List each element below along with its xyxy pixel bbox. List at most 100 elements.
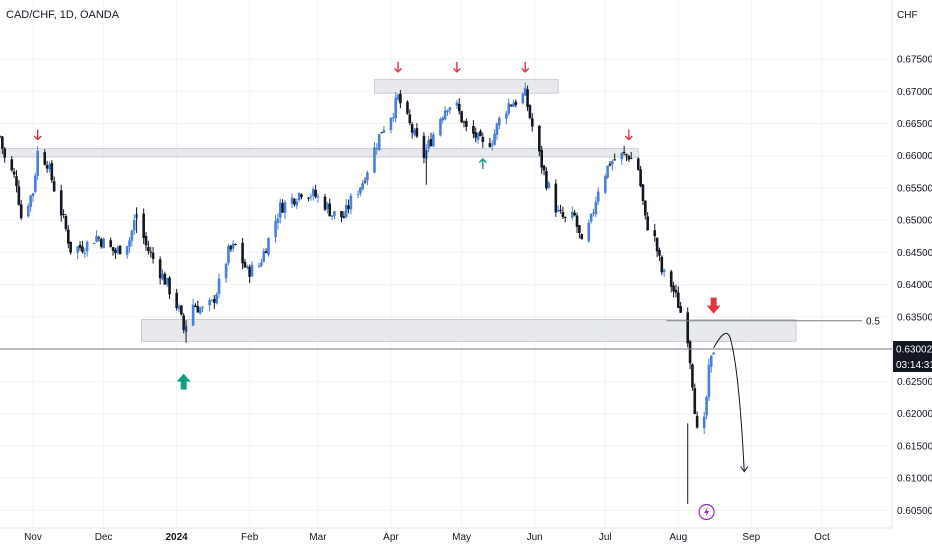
y-tick-label: 0.65500: [897, 183, 932, 194]
candle-body: [34, 175, 37, 192]
candle-body: [83, 252, 87, 254]
candle-body: [333, 211, 336, 216]
candle-body: [455, 102, 459, 106]
candle-body: [45, 165, 49, 169]
resistance-arrow-icon: [452, 61, 461, 73]
candle-body: [705, 396, 708, 416]
x-tick-label: Jul: [599, 532, 612, 543]
candle-body: [210, 299, 214, 301]
candle-body: [606, 165, 609, 178]
x-axis[interactable]: Nov Dec 2024 Feb Mar Apr May Jun Jul Aug Sep Oct: [24, 532, 830, 543]
candle-body: [625, 154, 628, 156]
candle-body: [540, 149, 543, 168]
candle-body: [622, 151, 626, 154]
candle-body: [85, 241, 89, 252]
candle-body: [344, 204, 348, 217]
candle-body: [19, 204, 23, 219]
candle-body: [620, 152, 624, 160]
candle-body: [3, 148, 7, 158]
candle-body: [229, 245, 233, 250]
candle-body: [62, 214, 65, 216]
candle-body: [125, 246, 129, 255]
candle-body: [116, 247, 120, 253]
candle-body: [596, 191, 600, 202]
resistance-arrow-icon: [624, 129, 633, 141]
candle-body: [693, 388, 697, 415]
candle-body: [81, 246, 84, 252]
candle-body: [415, 128, 419, 137]
candle-body: [422, 135, 426, 158]
y-tick-label: 0.67000: [897, 87, 932, 98]
candle-body: [64, 215, 68, 230]
candle-body: [264, 251, 268, 254]
candle-body: [443, 110, 447, 120]
candle-body: [213, 298, 216, 303]
resistance-arrow-icon: [521, 61, 530, 73]
projection-curve: [713, 332, 745, 472]
candle-body: [128, 240, 131, 247]
candle-body: [479, 130, 482, 137]
candle-body: [234, 243, 237, 245]
candle-body: [448, 107, 452, 111]
x-tick-label: 2024: [166, 532, 189, 543]
candle-body: [130, 230, 134, 241]
candle-body: [182, 315, 186, 331]
candle-body: [278, 202, 282, 218]
candle-body: [340, 211, 343, 218]
candle-body: [114, 249, 117, 254]
candle-body: [408, 114, 412, 124]
candle-body: [347, 205, 350, 210]
candle-body: [429, 139, 433, 147]
support-arrow-icon: [176, 373, 191, 390]
candle-body: [688, 341, 692, 364]
currency-label: CHF: [897, 10, 918, 21]
candle-body: [161, 273, 164, 280]
zone-rect: [0, 148, 639, 158]
candle-body: [573, 212, 576, 216]
candle-body: [538, 125, 541, 152]
candle-body: [695, 415, 699, 428]
candle-body: [474, 132, 478, 138]
y-tick-label: 0.62500: [897, 377, 932, 388]
y-tick-label: 0.61500: [897, 441, 932, 452]
candle-body: [293, 198, 296, 205]
candle-body: [224, 263, 228, 279]
y-tick-label: 0.63500: [897, 312, 932, 323]
candle-body: [530, 118, 534, 127]
candle-body: [191, 304, 195, 326]
candle-body: [196, 306, 200, 313]
candle-body: [589, 213, 593, 222]
candle-body: [603, 176, 607, 193]
y-tick-label: 0.65000: [897, 216, 932, 227]
candle-body: [389, 117, 393, 131]
candle-body: [363, 181, 367, 183]
candle-body: [658, 250, 661, 256]
candle-body: [662, 269, 666, 272]
last-price-badge: [893, 341, 932, 358]
candle-body: [556, 209, 560, 212]
candle-body: [410, 124, 414, 133]
candle-body: [547, 182, 551, 188]
y-tick-label: 0.62000: [897, 409, 932, 420]
candle-body: [406, 101, 409, 114]
candle-body: [109, 240, 112, 247]
candle-body: [52, 181, 56, 192]
candle-body: [180, 305, 183, 315]
candle-body: [512, 103, 515, 107]
chart-title[interactable]: CAD/CHF, 1D, OANDA: [6, 9, 120, 21]
candle-body: [300, 194, 303, 198]
candle-body: [281, 203, 284, 213]
candle-body: [59, 190, 63, 216]
candle-body: [561, 212, 565, 218]
candle-body: [142, 213, 145, 238]
candle-body: [342, 216, 346, 218]
candle-body: [0, 136, 2, 138]
candle-body: [290, 197, 294, 204]
candle-body: [465, 120, 468, 127]
candle-body: [490, 145, 494, 147]
candle-body: [311, 188, 315, 196]
candle-body: [262, 251, 266, 262]
candle-body: [78, 244, 82, 248]
y-axis[interactable]: 0.67500 0.67000 0.66500 0.66000 0.65500 0.650…: [893, 55, 932, 517]
